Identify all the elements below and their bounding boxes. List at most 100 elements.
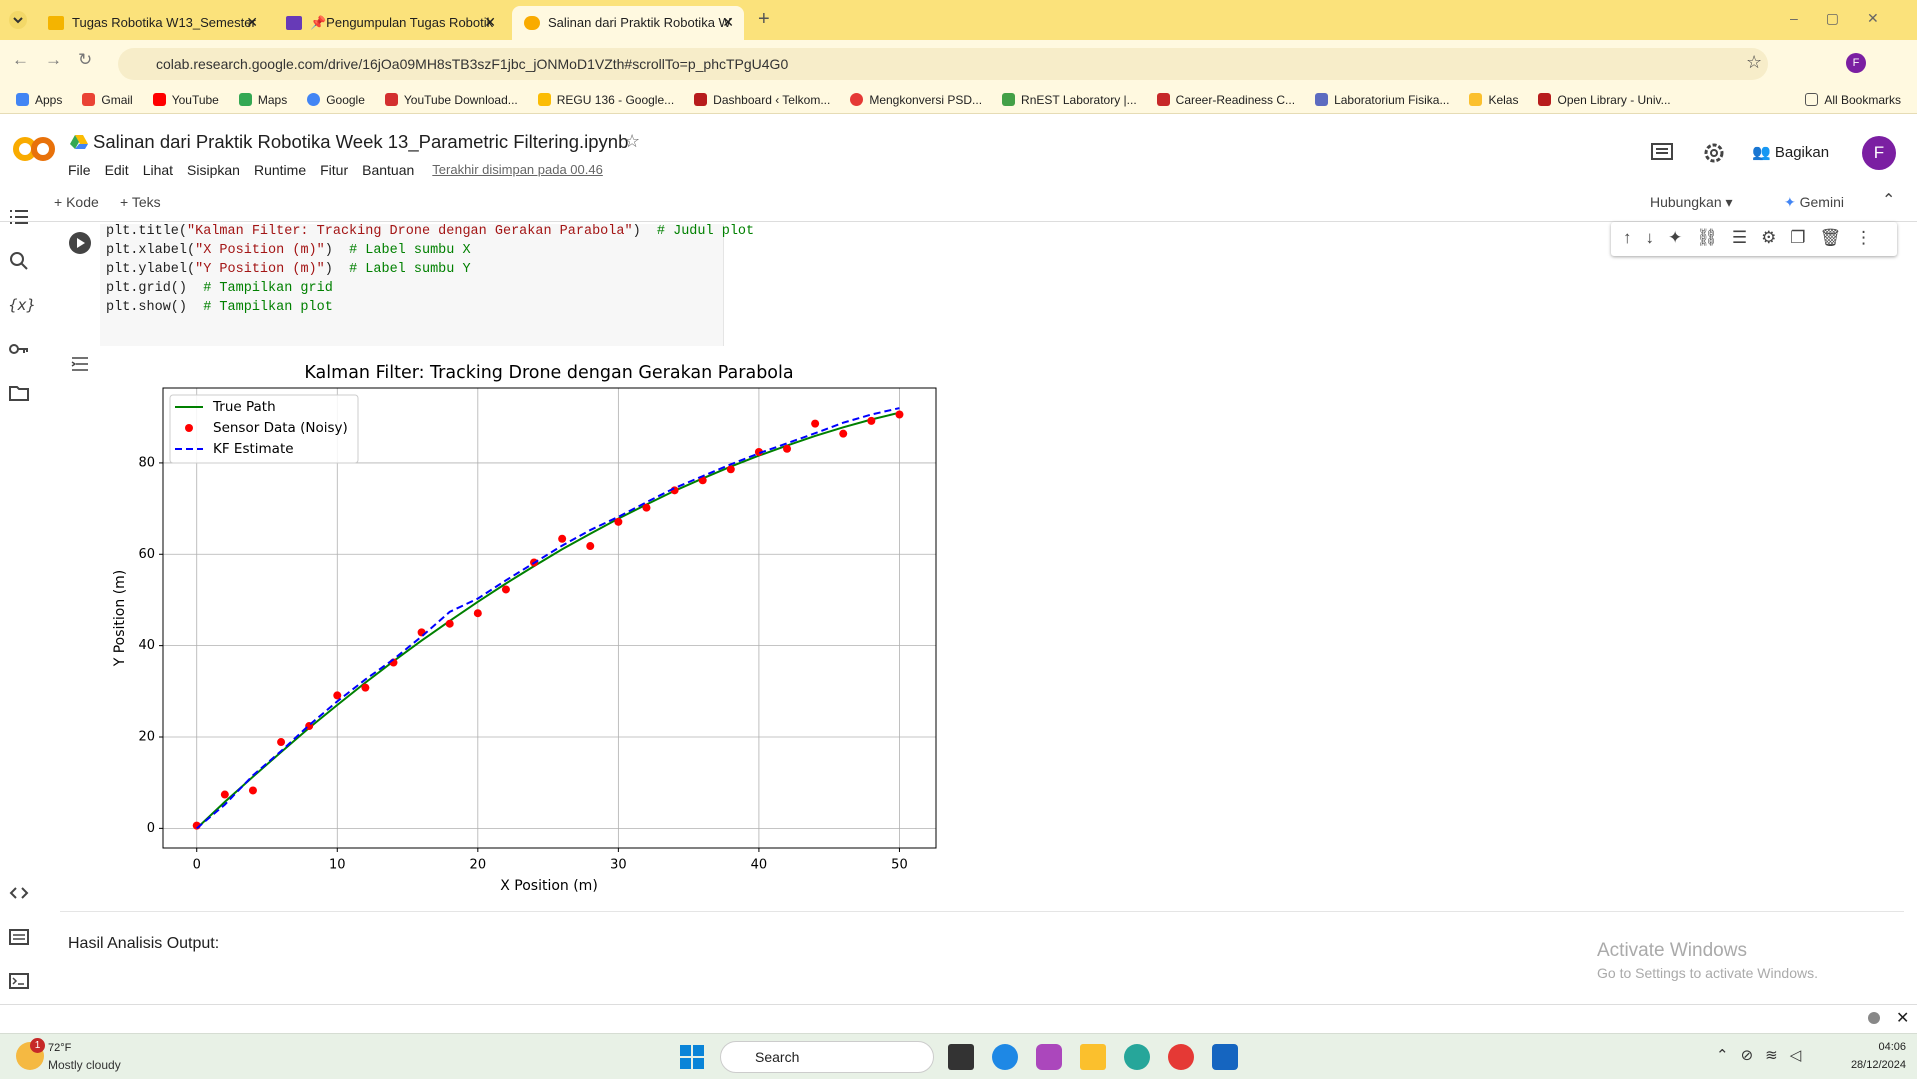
search-box[interactable]: Search: [720, 1041, 934, 1073]
toc-icon[interactable]: [8, 206, 30, 228]
legend-label: KF Estimate: [213, 441, 294, 457]
nav-buttons[interactable]: ←→↻: [12, 50, 109, 69]
sensor-point: [248, 786, 257, 795]
new-tab[interactable]: +: [758, 8, 770, 30]
connect-button[interactable]: Hubungkan ▾: [1650, 194, 1733, 210]
add-code-label: Kode: [66, 194, 99, 210]
comments-icon[interactable]: [1650, 142, 1674, 164]
app-icon[interactable]: [1036, 1044, 1062, 1070]
code-token: plt.title(: [106, 224, 188, 239]
window-controls[interactable]: –▢✕: [1790, 10, 1907, 26]
bookmark[interactable]: Gmail: [82, 92, 133, 107]
files-icon[interactable]: [8, 382, 30, 404]
status-dot: [1868, 1012, 1880, 1024]
tab[interactable]: Tugas Robotika W13_Semester ✕: [36, 6, 268, 40]
connect-label: Hubungkan: [1650, 194, 1722, 210]
bookmark[interactable]: Google: [307, 93, 365, 107]
secrets-icon[interactable]: [8, 338, 30, 360]
sensor-point: [501, 585, 510, 594]
app-icon[interactable]: [1080, 1044, 1106, 1070]
notebook-title[interactable]: Salinan dari Praktik Robotika Week 13_Pa…: [93, 131, 629, 152]
bookmark[interactable]: All Bookmarks: [1805, 93, 1901, 107]
app-icon[interactable]: [992, 1044, 1018, 1070]
save-status[interactable]: Terakhir disimpan pada 00.46: [432, 162, 603, 177]
sensor-point: [417, 628, 426, 637]
app-icon[interactable]: [1168, 1044, 1194, 1070]
sensor-point: [642, 503, 651, 512]
menu-item[interactable]: Sisipkan: [187, 162, 240, 178]
bookmark-label: Open Library - Univ...: [1557, 92, 1671, 107]
menu-item[interactable]: Bantuan: [362, 162, 415, 178]
sensor-point: [698, 476, 707, 485]
add-text[interactable]: + Teks: [120, 194, 161, 210]
code-line: plt.ylabel("Y Position (m)") # Label sum…: [106, 262, 471, 277]
bookmark[interactable]: REGU 136 - Google...: [537, 93, 674, 107]
cell-actions[interactable]: ↑↓✦⛓☰⚙❐🗑⋮: [1623, 228, 1887, 247]
bookmark[interactable]: Apps: [16, 93, 62, 107]
profile-avatar[interactable]: F: [1846, 53, 1866, 73]
code-token: plt.xlabel(: [106, 243, 196, 258]
add-code[interactable]: + Kode: [54, 194, 99, 210]
app-icon[interactable]: [1212, 1044, 1238, 1070]
code-token: plt.show(): [106, 300, 204, 315]
bookmark[interactable]: Open Library - Univ...: [1538, 92, 1671, 107]
share-button[interactable]: 👥 Bagikan: [1752, 144, 1830, 161]
collapse-button[interactable]: ⌃: [1882, 192, 1896, 209]
temperature: 72°F: [48, 1042, 72, 1054]
system-tray[interactable]: ⌃⊘≋◁: [1716, 1047, 1814, 1064]
user-avatar[interactable]: F: [1862, 136, 1896, 170]
x-tick-label: 40: [751, 858, 768, 873]
start-button[interactable]: [680, 1045, 704, 1069]
gemini-button[interactable]: ✦ Gemini: [1784, 194, 1844, 210]
app-icon[interactable]: [948, 1044, 974, 1070]
x-tick-label: 0: [193, 858, 201, 873]
tab-search[interactable]: [8, 10, 28, 30]
bookmark[interactable]: Dashboard ‹ Telkom...: [694, 93, 830, 107]
star-button[interactable]: ☆: [624, 131, 641, 151]
bookmark[interactable]: YouTube: [152, 93, 219, 107]
menu-item[interactable]: Lihat: [142, 162, 174, 178]
watermark-subtitle: Go to Settings to activate Windows.: [1597, 965, 1818, 981]
app-icon[interactable]: [1124, 1044, 1150, 1070]
bookmark[interactable]: Kelas: [1469, 93, 1518, 107]
address-bar[interactable]: colab.research.google.com/drive/16jOa09M…: [118, 48, 1768, 80]
command-palette-icon[interactable]: [8, 926, 30, 948]
tab[interactable]: Salinan dari Praktik Robotika W ✕: [512, 6, 744, 40]
menu-item[interactable]: Fitur: [320, 162, 349, 178]
terminal-icon[interactable]: [8, 970, 30, 992]
bookmark[interactable]: RnEST Laboratory |...: [1002, 93, 1137, 107]
sidebar: {x}: [0, 200, 40, 1000]
tab-title: Salinan dari Praktik Robotika W: [548, 15, 731, 30]
plot-area: [163, 388, 936, 848]
bookmark-star[interactable]: ☆: [1746, 52, 1763, 72]
bookmark-label: Gmail: [101, 92, 133, 107]
bookmark[interactable]: Laboratorium Fisika...: [1315, 93, 1449, 107]
output-heading: Hasil Analisis Output:: [68, 935, 220, 952]
bookmark-label: Career-Readiness C...: [1175, 92, 1296, 107]
bookmark[interactable]: Career-Readiness C...: [1156, 92, 1296, 107]
menu-item[interactable]: File: [68, 162, 91, 178]
output-toggle[interactable]: [70, 354, 92, 374]
bookmark-label: RnEST Laboratory |...: [1021, 92, 1137, 107]
legend-label: Sensor Data (Noisy): [213, 420, 348, 436]
code-token: ): [324, 243, 350, 258]
variables-icon[interactable]: {x}: [8, 294, 34, 316]
search-icon[interactable]: [8, 250, 30, 272]
code-snippets-icon[interactable]: [8, 882, 30, 904]
bookmark[interactable]: Maps: [238, 93, 287, 107]
gemini-label: Gemini: [1799, 194, 1844, 210]
sensor-point: [839, 429, 848, 438]
cell-toolbar: ↑↓✦⛓☰⚙❐🗑⋮: [1611, 222, 1897, 256]
tab[interactable]: 📌Pengumpulan Tugas Robotik ✕: [274, 6, 506, 40]
run-button[interactable]: [68, 231, 92, 255]
legend-label: True Path: [212, 399, 276, 415]
menu-item[interactable]: Runtime: [253, 162, 307, 178]
settings-icon[interactable]: [1702, 141, 1726, 165]
sensor-point: [192, 821, 201, 830]
menu-item[interactable]: Edit: [104, 162, 129, 178]
bookmark[interactable]: YouTube Download...: [384, 93, 518, 107]
tab-title: Tugas Robotika W13_Semester: [72, 15, 256, 30]
bookmark[interactable]: Mengkonversi PSD...: [850, 93, 982, 107]
close-status[interactable]: ✕: [1896, 1010, 1910, 1027]
